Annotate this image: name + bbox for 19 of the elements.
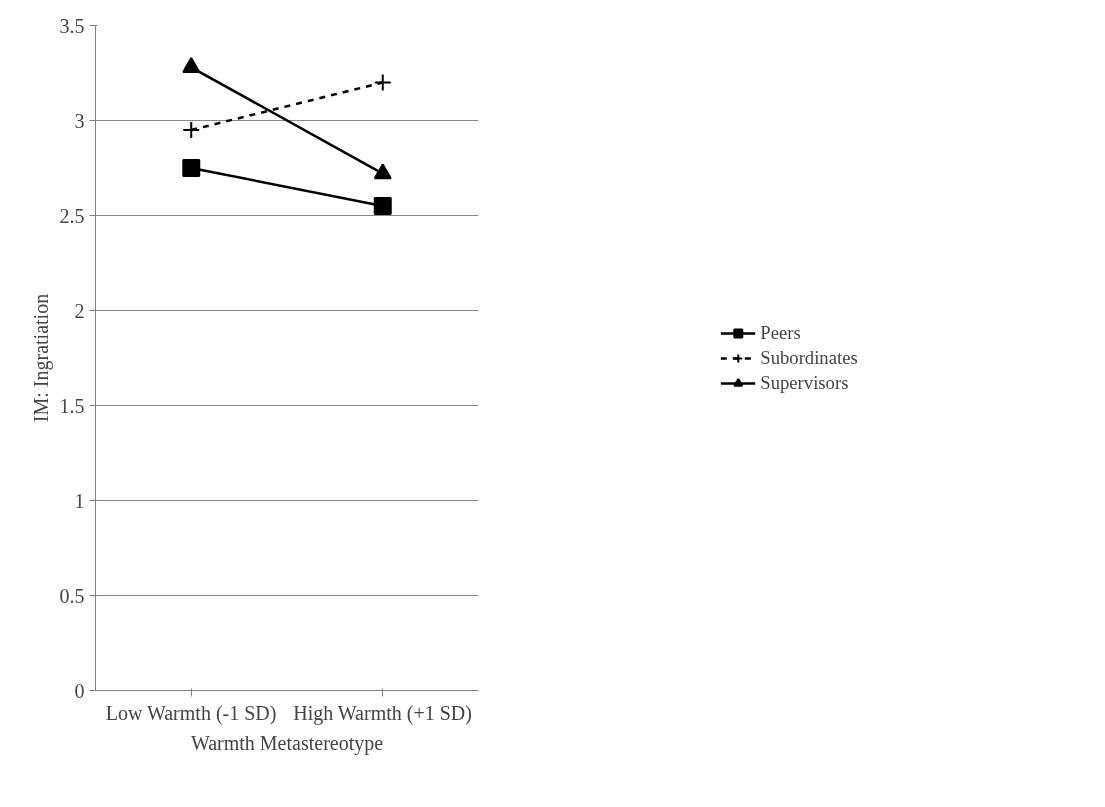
legend-label: Peers (760, 321, 801, 344)
point (373, 197, 392, 215)
x-tick-label: High Warmth (+1 SD) (293, 701, 472, 725)
point (182, 159, 201, 177)
x-tick-label: Low Warmth (-1 SD) (105, 701, 277, 725)
x-axis-title: Warmth Metastereotype (190, 731, 384, 755)
y-tick-label: 1 (74, 489, 85, 512)
y-tick-label: 1.5 (59, 394, 85, 417)
y-tick-label: 3 (74, 109, 85, 132)
y-tick-label: 2 (74, 299, 85, 322)
legend-label: Subordinates (760, 346, 858, 369)
legend-label: Supervisors (760, 371, 849, 394)
y-tick-label: 0 (74, 679, 85, 702)
y-tick-label: 0.5 (59, 584, 85, 607)
y-axis-title: IM: Ingratiation (29, 293, 53, 423)
point (182, 121, 201, 139)
point (373, 73, 392, 92)
y-tick-label: 3.5 (59, 14, 85, 37)
y-tick-label: 2.5 (59, 204, 85, 227)
